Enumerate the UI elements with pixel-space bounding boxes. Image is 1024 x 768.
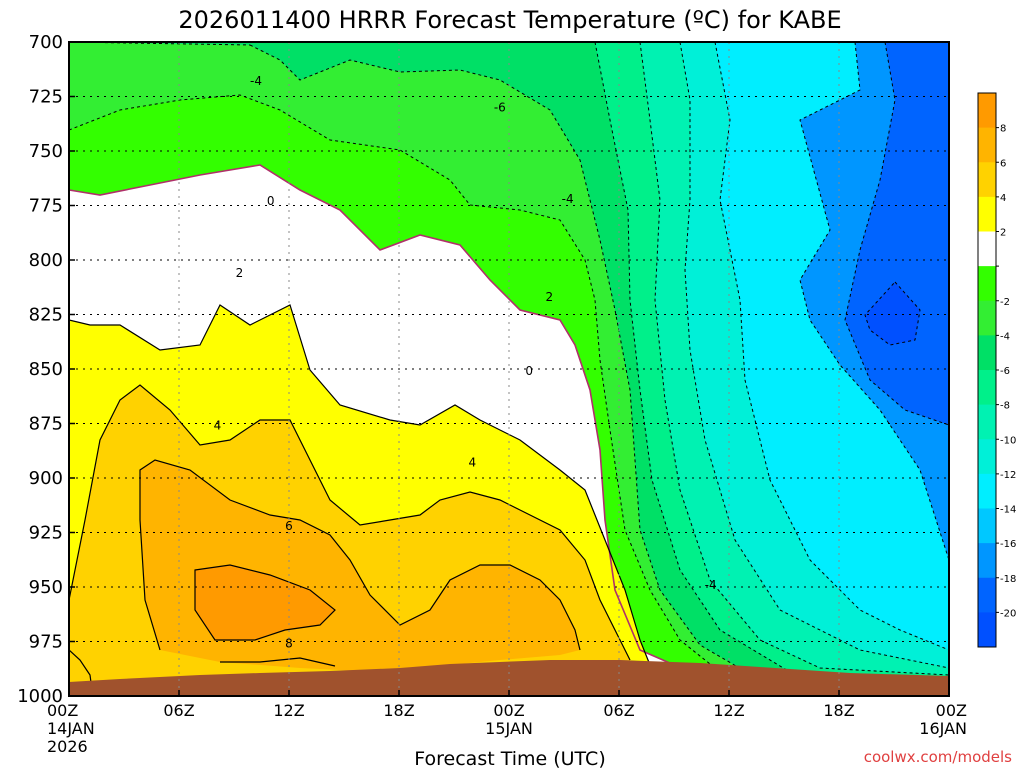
- x-tick-label: 06Z: [603, 701, 634, 720]
- y-tick-label: 950: [29, 577, 63, 598]
- x-tick-label: 12Z: [713, 701, 744, 720]
- x-tick-label: 00Z: [47, 701, 78, 720]
- colorbar-segment: [978, 300, 996, 336]
- y-tick-label: 850: [29, 359, 63, 380]
- contour-minus-16: [844, 42, 949, 426]
- colorbar-segment: [978, 612, 996, 648]
- contour-label: -4: [250, 74, 262, 88]
- contour-label: -4: [562, 192, 574, 206]
- y-tick-label: 900: [29, 468, 63, 489]
- y-tick-label: 975: [29, 632, 63, 653]
- colorbar-segment: [978, 335, 996, 371]
- colorbar-label: -2: [1000, 297, 1010, 308]
- band-8: [195, 565, 335, 640]
- contour-label: 6: [285, 519, 293, 533]
- colorbar-segment: [978, 196, 996, 232]
- colorbar-label: -14: [1000, 505, 1016, 516]
- colorbar-segment: [978, 231, 996, 267]
- y-tick-label: 750: [29, 141, 63, 162]
- colorbar-segment: [978, 439, 996, 475]
- contour-4: [69, 384, 631, 661]
- colorbar-segment: [978, 127, 996, 163]
- contour-label: 4: [469, 456, 477, 470]
- colorbar-segment: [978, 473, 996, 509]
- x-tick-label: 18Z: [823, 701, 854, 720]
- colorbar-label: -8: [1000, 401, 1010, 412]
- negative-contours: [69, 42, 949, 681]
- contour-8: [194, 564, 336, 641]
- band-minus-6: [69, 42, 790, 680]
- colorbar-label: -20: [1000, 608, 1016, 619]
- colorbar-label: -18: [1000, 574, 1016, 585]
- x-tick-label: 12Z: [273, 701, 304, 720]
- contour-label: -4: [705, 578, 717, 592]
- y-tick-label: 775: [29, 196, 63, 217]
- y-axis: 700 725 750 775 800 825 850 875 900 925 950 975 1000: [17, 32, 75, 707]
- y-tick-label: 825: [29, 305, 63, 326]
- colorbar-segment: [978, 266, 996, 302]
- colorbar-segment: [978, 404, 996, 440]
- colorbar-segment: [978, 543, 996, 579]
- y-tick-label: 725: [29, 87, 63, 108]
- plot-area: -4 -6 -4 0 2 2 0 4 4 6 -4 8: [69, 42, 949, 696]
- contour-label: 2: [546, 290, 554, 304]
- contour-labels: -4 -6 -4 0 2 2 0 4 4 6 -4 8: [214, 74, 717, 650]
- contour-minus-6: [594, 42, 791, 673]
- positive-contours: [69, 304, 661, 691]
- colorbar-label: -10: [1000, 435, 1016, 446]
- colorbar-segment: [978, 370, 996, 406]
- band-minus-14: [69, 42, 949, 650]
- y-tick-label: 1000: [17, 686, 63, 707]
- x-tick-label: 00Z: [936, 701, 967, 720]
- colorbar: 8 6 4 2 -2 -4 -6 -8 -10 -12 -14 -16 -18 -20: [977, 92, 1016, 648]
- contour-6: [139, 459, 581, 651]
- colorbar-label: -6: [1000, 366, 1010, 377]
- contour-label: 2: [236, 266, 244, 280]
- colorbar-label: 4: [1000, 193, 1006, 204]
- contour-label: 8: [285, 637, 293, 651]
- contour-label: 0: [267, 194, 275, 208]
- colorbar-label: -16: [1000, 539, 1016, 550]
- y-tick-label: 875: [29, 414, 63, 435]
- contour-minus-4: [249, 44, 761, 681]
- contour-label: 4: [214, 419, 222, 433]
- x-tick-label: 18Z: [383, 701, 414, 720]
- contour-minus-14: [799, 42, 949, 561]
- contour-zero: [69, 164, 721, 686]
- colorbar-segment: [978, 508, 996, 544]
- contour-minus-10: [679, 42, 949, 669]
- contour-8-lower: [220, 657, 336, 667]
- contour-minus-18: [864, 281, 921, 346]
- band-minus-2: [69, 95, 730, 685]
- colorbar-label: 6: [1000, 158, 1006, 169]
- band-zero: [69, 165, 720, 690]
- colorbar-label: 2: [1000, 228, 1006, 239]
- colorbar-segment: [978, 93, 996, 129]
- x-axis-label: Forecast Time (UTC): [414, 748, 605, 768]
- x-tick-label: 00Z: [493, 701, 524, 720]
- x-tick-date: 14JAN: [47, 719, 95, 738]
- y-tick-label: 800: [29, 250, 63, 271]
- contour-minus-2: [69, 94, 731, 681]
- y-tick-label: 925: [29, 523, 63, 544]
- y-tick-label: 700: [29, 32, 63, 53]
- contour-label: 0: [525, 364, 533, 378]
- x-tick-year: 2026: [47, 737, 88, 756]
- chart-title: 2026011400 HRRR Forecast Temperature (ºC…: [178, 6, 841, 34]
- colorbar-label: -12: [1000, 470, 1016, 481]
- colorbar-label: 8: [1000, 124, 1006, 135]
- colorbar-label: -4: [1000, 331, 1010, 342]
- contour-2: [69, 304, 661, 691]
- x-tick-label: 06Z: [163, 701, 194, 720]
- band-minus-22: [865, 282, 920, 345]
- x-tick-date: 15JAN: [485, 719, 533, 738]
- credit-text: coolwx.com/models: [864, 748, 1012, 766]
- contour-label: -6: [494, 100, 506, 114]
- colorbar-segment: [978, 162, 996, 198]
- x-tick-date: 16JAN: [919, 719, 967, 738]
- band-minus-4: [69, 42, 760, 680]
- colorbar-segment: [978, 577, 996, 613]
